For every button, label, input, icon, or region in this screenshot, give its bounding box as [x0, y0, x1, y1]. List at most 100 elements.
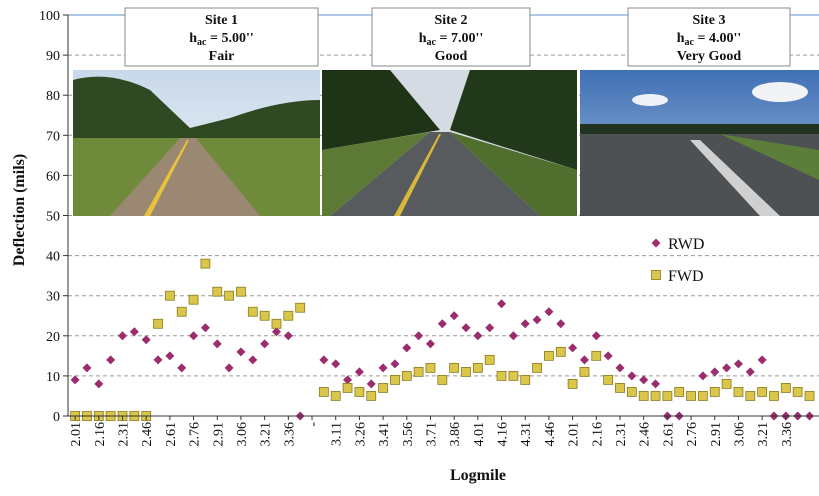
point — [639, 375, 648, 384]
point — [272, 319, 281, 328]
point — [260, 311, 269, 320]
point — [236, 347, 245, 356]
series — [71, 299, 814, 420]
site-labels: Site 1hac = 5.00''FairSite 2hac = 7.00''… — [125, 8, 790, 66]
point — [165, 291, 174, 300]
point — [544, 307, 553, 316]
point — [521, 375, 530, 384]
point — [367, 391, 376, 400]
point — [805, 391, 814, 400]
point — [722, 379, 731, 388]
point — [201, 323, 210, 332]
y-tick-label: 60 — [46, 169, 60, 184]
point — [698, 391, 707, 400]
legend-marker — [652, 239, 661, 248]
point — [473, 331, 482, 340]
point — [615, 363, 624, 372]
point — [71, 375, 80, 384]
point — [568, 379, 577, 388]
point — [225, 291, 234, 300]
y-tick-label: 0 — [53, 410, 60, 425]
point — [710, 387, 719, 396]
point — [687, 391, 696, 400]
point — [604, 375, 613, 384]
x-tick-label: 2.61 — [164, 422, 179, 447]
point — [331, 391, 340, 400]
point — [106, 355, 115, 364]
point — [94, 379, 103, 388]
site-rating: Very Good — [677, 49, 742, 64]
x-tick-label: 3.36 — [282, 422, 297, 447]
y-axis-title: Deflection (mils) — [11, 154, 28, 266]
point — [627, 371, 636, 380]
point — [627, 387, 636, 396]
point — [651, 391, 660, 400]
x-tick-label: 3.06 — [732, 422, 747, 447]
point — [438, 375, 447, 384]
point — [390, 375, 399, 384]
point — [450, 363, 459, 372]
y-tick-label: 80 — [46, 89, 60, 104]
site-photos — [73, 70, 819, 216]
site-title: Site 2 — [434, 13, 467, 28]
y-tick-label: 30 — [46, 290, 60, 305]
point — [521, 319, 530, 328]
x-tick-label: 3.06 — [235, 422, 250, 447]
point — [509, 331, 518, 340]
point — [592, 331, 601, 340]
x-tick-label: 2.16 — [93, 422, 108, 447]
point — [355, 367, 364, 376]
point — [213, 287, 222, 296]
point — [651, 379, 660, 388]
point — [592, 351, 601, 360]
point — [462, 323, 471, 332]
site-rating: Fair — [209, 49, 235, 64]
photo — [322, 70, 577, 216]
point — [793, 387, 802, 396]
point — [769, 391, 778, 400]
point — [189, 295, 198, 304]
point — [533, 315, 542, 324]
point — [402, 371, 411, 380]
y-tick-label: 50 — [46, 210, 60, 225]
site-rating: Good — [435, 49, 468, 64]
x-tick-label: 2.31 — [116, 422, 131, 447]
x-tick-label: 3.11 — [330, 422, 345, 446]
y-tick-label: 40 — [46, 250, 60, 265]
point — [473, 363, 482, 372]
x-tick-label: 2.16 — [590, 422, 605, 447]
chart: Site 1hac = 5.00''FairSite 2hac = 7.00''… — [0, 0, 819, 491]
site-title: Site 3 — [692, 13, 725, 28]
point — [497, 299, 506, 308]
page: {"chart_data": { "type": "scatter", "y_l… — [0, 0, 819, 491]
photo — [73, 70, 320, 216]
point — [248, 355, 257, 364]
point — [189, 331, 198, 340]
x-tick-label: 4.31 — [519, 422, 534, 447]
point — [213, 339, 222, 348]
point — [402, 343, 411, 352]
legend-marker — [652, 271, 661, 280]
point — [154, 319, 163, 328]
site-thickness-part: h — [189, 31, 197, 46]
point — [426, 363, 435, 372]
point — [556, 347, 565, 356]
site-thickness-part: = 7.00'' — [436, 31, 483, 46]
point — [580, 367, 589, 376]
point — [154, 355, 163, 364]
point — [379, 383, 388, 392]
x-tick-label: 2.01 — [69, 422, 84, 447]
point — [722, 363, 731, 372]
point — [331, 359, 340, 368]
point — [343, 383, 352, 392]
x-tick-label: 4.01 — [472, 422, 487, 447]
point — [639, 391, 648, 400]
site-label: Site 2hac = 7.00''Good — [372, 8, 530, 66]
point — [710, 367, 719, 376]
point — [509, 371, 518, 380]
point — [485, 355, 494, 364]
point — [355, 387, 364, 396]
site-thickness-part: h — [419, 31, 427, 46]
point — [118, 331, 127, 340]
point — [260, 339, 269, 348]
